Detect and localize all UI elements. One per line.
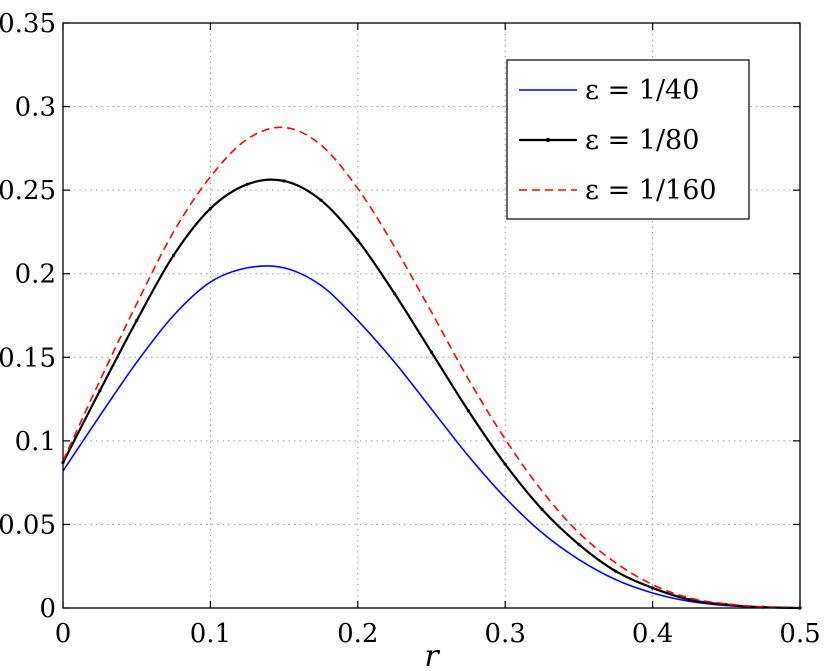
series-point — [245, 182, 249, 186]
x-tick-label: 0.4 — [632, 619, 673, 649]
series-point — [651, 586, 655, 590]
series-point — [724, 603, 728, 607]
series-point — [135, 318, 139, 323]
x-tick-label: 0.3 — [485, 619, 526, 649]
series-point — [356, 238, 360, 242]
series-point — [503, 462, 507, 466]
x-tick-label: 0 — [55, 619, 72, 649]
series-point — [614, 569, 618, 573]
series-line-2 — [62, 126, 801, 609]
series-point — [466, 409, 470, 413]
plot-frame — [62, 22, 801, 609]
series-point — [208, 206, 212, 211]
y-tick-label: 0.35 — [0, 9, 56, 39]
y-tick-label: 0.2 — [15, 260, 56, 290]
y-tick-label: 0.05 — [0, 510, 56, 540]
series-point — [429, 350, 434, 354]
y-tick-label: 0.25 — [0, 176, 56, 206]
legend-label-2: ε = 1/160 — [585, 175, 717, 206]
series-point — [577, 542, 581, 547]
x-tick-label: 0.1 — [190, 619, 231, 649]
series-point — [540, 507, 544, 511]
x-tick-label: 0.2 — [337, 619, 378, 649]
y-tick-label: 0.3 — [15, 93, 56, 123]
grid — [63, 23, 800, 608]
series-group — [61, 126, 802, 610]
series-point — [282, 179, 286, 183]
series-point — [98, 389, 102, 393]
series-point — [393, 292, 397, 296]
series-point — [171, 253, 176, 257]
legend: ε = 1/40 ε = 1/80 ε = 1/160 — [506, 59, 750, 220]
series-point — [687, 598, 692, 602]
series-point — [319, 198, 323, 202]
x-tick-label: 0.5 — [779, 619, 820, 649]
legend-marker — [545, 137, 551, 143]
axis-ticks: 0 0.1 0.2 0.3 0.4 0.5 0 0.05 0.1 0.15 0.2 0.25 0.3 0.… — [0, 9, 821, 649]
series-line-0 — [62, 265, 801, 609]
series-line-1 — [62, 178, 801, 610]
y-tick-label: 0.1 — [15, 427, 56, 457]
legend-label-1: ε = 1/80 — [585, 125, 699, 156]
x-axis-label: r — [424, 639, 440, 671]
y-tick-label: 0.15 — [0, 343, 56, 373]
legend-label-0: ε = 1/40 — [585, 75, 699, 106]
y-tick-label: 0 — [39, 594, 56, 624]
